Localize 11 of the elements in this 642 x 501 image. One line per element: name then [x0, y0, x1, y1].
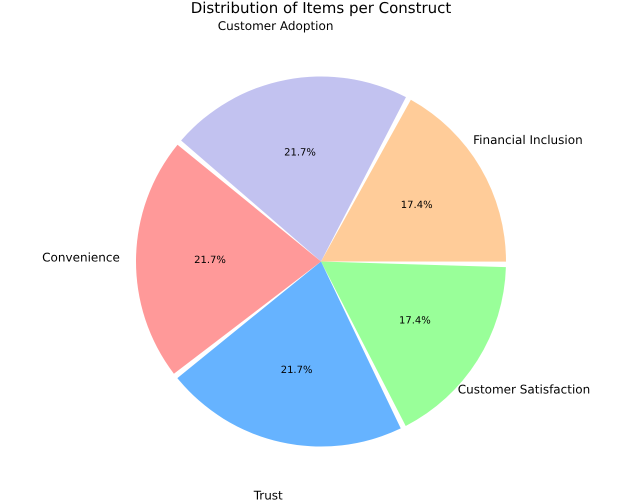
slice-label: Trust: [252, 488, 284, 501]
data-label: 21.7%: [284, 148, 316, 159]
data-label: 17.4%: [398, 316, 431, 327]
slice-label: Convenience: [42, 250, 120, 265]
chart-title: Distribution of Items per Construct: [190, 0, 452, 17]
data-label: 21.7%: [280, 364, 312, 376]
slice-label: Customer Satisfaction: [458, 382, 590, 397]
data-label: 21.7%: [194, 254, 226, 266]
slice-label: Financial Inclusion: [473, 132, 583, 147]
data-label: 17.4%: [400, 200, 433, 212]
slice-label: Customer Adoption: [218, 18, 334, 33]
